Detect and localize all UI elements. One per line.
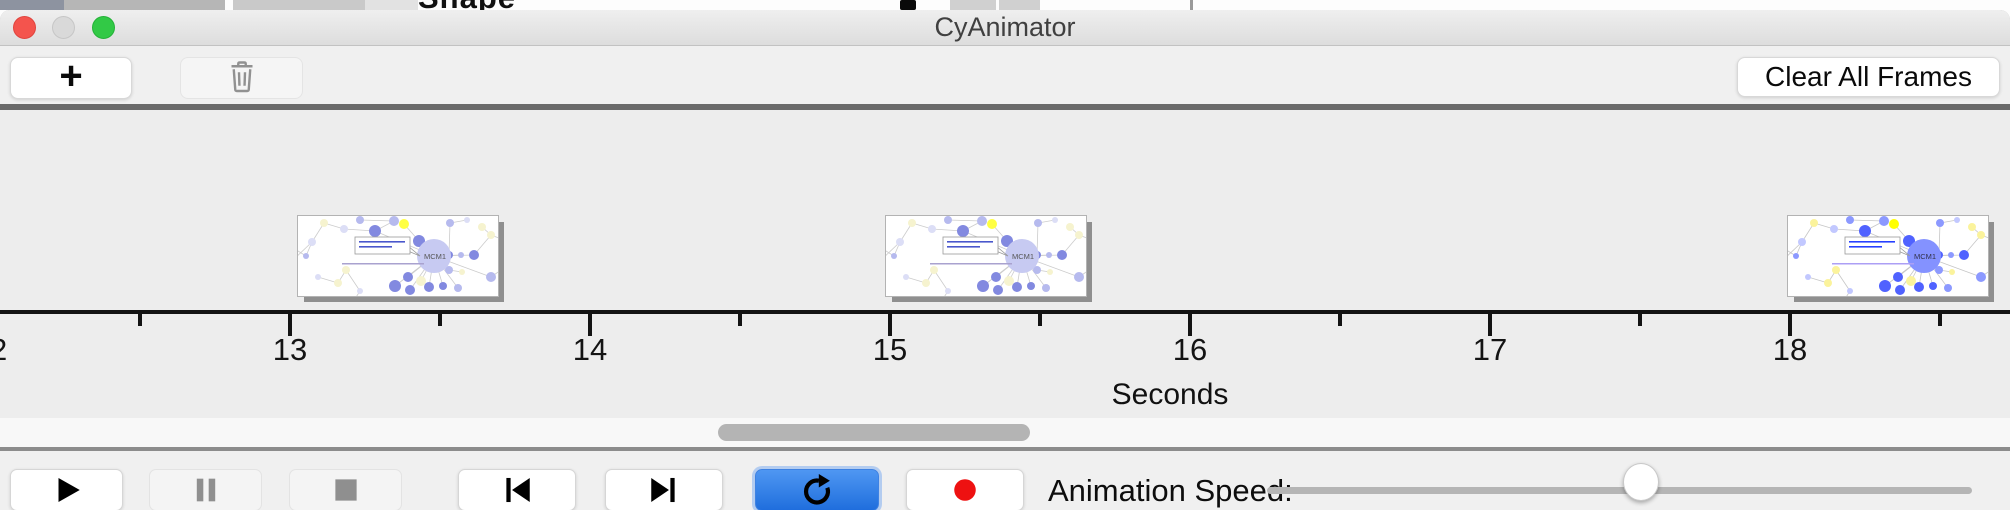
background-window-fragment bbox=[365, 0, 418, 10]
tick-label-14: 14 bbox=[572, 332, 608, 367]
minor-tick-15-5 bbox=[1038, 314, 1042, 326]
cyanimator-window: CyAnimator + Clear All Frames bbox=[0, 10, 2010, 510]
frame-toolbar: + Clear All Frames bbox=[0, 46, 2010, 104]
window-title: CyAnimator bbox=[934, 12, 1076, 42]
animation-speed-label: Animation Speed: bbox=[1048, 473, 1293, 508]
pause-button[interactable] bbox=[149, 469, 262, 510]
background-window-fragment bbox=[0, 0, 64, 10]
minor-tick-18-5 bbox=[1938, 314, 1942, 326]
major-tick-18 bbox=[1788, 314, 1792, 336]
timeline-panel-border bbox=[0, 104, 2010, 110]
record-button[interactable] bbox=[906, 469, 1024, 510]
minor-tick-12-5 bbox=[138, 314, 142, 326]
major-tick-15 bbox=[888, 314, 892, 336]
major-tick-13 bbox=[288, 314, 292, 336]
svg-text:MCM1: MCM1 bbox=[1012, 252, 1034, 261]
timeline-panel: MCM1 MCM1 MCM1 12 13 14 15 16 17 18 Seconds bbox=[0, 110, 2010, 418]
delete-frame-button[interactable] bbox=[180, 57, 303, 99]
background-window-partial-text: Shape bbox=[418, 0, 516, 10]
play-button[interactable] bbox=[10, 469, 123, 510]
skip-to-end-button[interactable] bbox=[605, 469, 723, 510]
scrollbar-thumb[interactable] bbox=[718, 424, 1030, 441]
major-tick-14 bbox=[588, 314, 592, 336]
network-graph-thumbnail: MCM1 bbox=[298, 216, 498, 296]
skip-to-start-button[interactable] bbox=[458, 469, 576, 510]
background-window: Shape bbox=[0, 0, 2010, 10]
background-window-fragment bbox=[950, 0, 996, 10]
zoom-window-icon[interactable] bbox=[92, 16, 115, 39]
animation-speed-slider-track[interactable] bbox=[1267, 487, 1972, 494]
background-window-fragment bbox=[64, 0, 225, 10]
pause-icon bbox=[189, 473, 223, 507]
animation-speed-slider-thumb[interactable] bbox=[1622, 463, 1659, 501]
stop-icon bbox=[329, 473, 363, 507]
svg-text:MCM1: MCM1 bbox=[1914, 252, 1936, 261]
keyframe-thumbnail-3[interactable]: MCM1 bbox=[1787, 215, 1989, 297]
minor-tick-17-5 bbox=[1638, 314, 1642, 326]
tick-label-17: 17 bbox=[1472, 332, 1508, 367]
axis-title: Seconds bbox=[1111, 378, 1229, 411]
network-graph-thumbnail: MCM1 bbox=[1788, 216, 1988, 296]
timeline-axis bbox=[0, 310, 2010, 314]
tick-label-16: 16 bbox=[1172, 332, 1208, 367]
playback-controls: Animation Speed: bbox=[0, 451, 2010, 510]
keyframe-thumbnail-1[interactable]: MCM1 bbox=[297, 215, 499, 297]
play-icon bbox=[50, 473, 84, 507]
loop-icon bbox=[799, 472, 835, 508]
minor-tick-13-5 bbox=[438, 314, 442, 326]
minimize-window-icon[interactable] bbox=[52, 16, 75, 39]
loop-button[interactable] bbox=[755, 469, 879, 510]
title-bar[interactable]: CyAnimator bbox=[0, 10, 2010, 46]
major-tick-16 bbox=[1188, 314, 1192, 336]
clear-all-frames-button[interactable]: Clear All Frames bbox=[1737, 57, 2000, 97]
timeline-scrollbar bbox=[0, 418, 2010, 447]
add-frame-button[interactable]: + bbox=[10, 53, 132, 99]
background-window-fragment bbox=[999, 0, 1040, 10]
skip-to-end-icon bbox=[647, 473, 681, 507]
clear-all-frames-label: Clear All Frames bbox=[1765, 61, 1972, 92]
record-icon bbox=[948, 473, 982, 507]
tick-label-12: 12 bbox=[0, 332, 35, 368]
skip-to-start-icon bbox=[500, 473, 534, 507]
plus-icon: + bbox=[59, 53, 83, 98]
minor-tick-16-5 bbox=[1338, 314, 1342, 326]
keyframe-thumbnail-2[interactable]: MCM1 bbox=[885, 215, 1087, 297]
tick-label-18: 18 bbox=[1772, 332, 1808, 367]
minor-tick-14-5 bbox=[738, 314, 742, 326]
background-window-fragment bbox=[233, 0, 365, 10]
network-graph-thumbnail: MCM1 bbox=[886, 216, 1086, 296]
tick-label-13: 13 bbox=[272, 332, 308, 367]
svg-text:MCM1: MCM1 bbox=[424, 252, 446, 261]
tick-label-15: 15 bbox=[872, 332, 908, 367]
major-tick-17 bbox=[1488, 314, 1492, 336]
controls-separator bbox=[0, 447, 2010, 451]
stop-button[interactable] bbox=[289, 469, 402, 510]
trash-icon bbox=[227, 59, 257, 98]
close-window-icon[interactable] bbox=[13, 16, 36, 39]
background-window-fragment bbox=[1190, 0, 1193, 10]
background-window-fragment bbox=[900, 0, 916, 10]
